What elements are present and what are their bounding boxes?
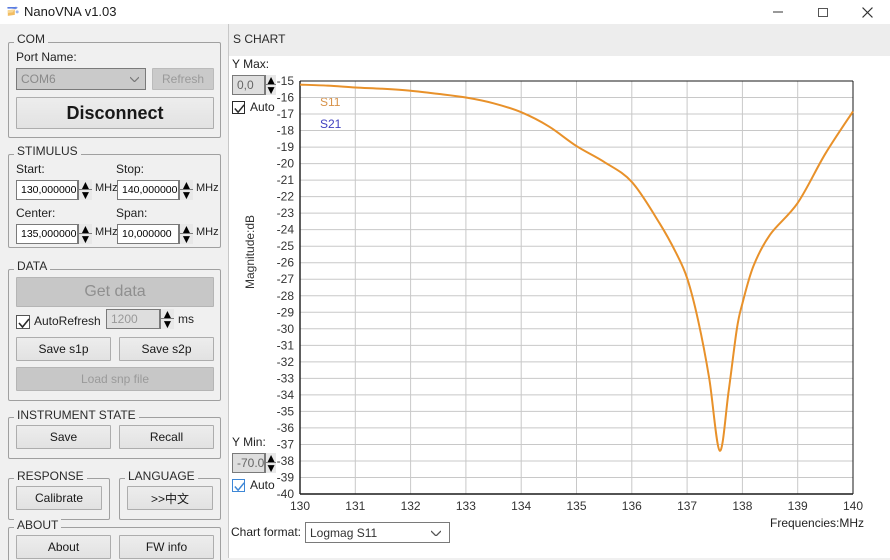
svg-text:-27: -27 bbox=[277, 272, 295, 286]
svg-text:-30: -30 bbox=[277, 322, 295, 336]
svg-text:-33: -33 bbox=[277, 371, 295, 385]
svg-text:131: 131 bbox=[345, 499, 365, 513]
svg-text:-17: -17 bbox=[277, 107, 295, 121]
svg-text:-24: -24 bbox=[277, 223, 295, 237]
svg-text:-23: -23 bbox=[277, 206, 295, 220]
svg-text:-22: -22 bbox=[277, 190, 295, 204]
svg-text:-28: -28 bbox=[277, 289, 295, 303]
svg-text:130: 130 bbox=[290, 499, 310, 513]
svg-text:-37: -37 bbox=[277, 437, 295, 451]
svg-text:137: 137 bbox=[677, 499, 697, 513]
svg-text:-31: -31 bbox=[277, 338, 295, 352]
svg-text:-29: -29 bbox=[277, 305, 295, 319]
svg-text:138: 138 bbox=[732, 499, 752, 513]
svg-text:-16: -16 bbox=[277, 91, 295, 105]
svg-text:140: 140 bbox=[843, 499, 863, 513]
svg-text:136: 136 bbox=[622, 499, 642, 513]
svg-text:-18: -18 bbox=[277, 124, 295, 138]
svg-text:134: 134 bbox=[511, 499, 531, 513]
svg-text:133: 133 bbox=[456, 499, 476, 513]
svg-text:132: 132 bbox=[401, 499, 421, 513]
svg-text:-25: -25 bbox=[277, 239, 295, 253]
svg-text:-26: -26 bbox=[277, 256, 295, 270]
svg-text:-34: -34 bbox=[277, 388, 295, 402]
svg-text:-19: -19 bbox=[277, 140, 295, 154]
svg-text:-15: -15 bbox=[277, 74, 295, 88]
svg-text:-20: -20 bbox=[277, 157, 295, 171]
svg-text:-35: -35 bbox=[277, 404, 295, 418]
svg-text:-38: -38 bbox=[277, 454, 295, 468]
svg-text:139: 139 bbox=[788, 499, 808, 513]
svg-text:-32: -32 bbox=[277, 355, 295, 369]
svg-text:-36: -36 bbox=[277, 421, 295, 435]
svg-text:-21: -21 bbox=[277, 173, 295, 187]
svg-text:135: 135 bbox=[566, 499, 586, 513]
svg-text:-39: -39 bbox=[277, 471, 295, 485]
